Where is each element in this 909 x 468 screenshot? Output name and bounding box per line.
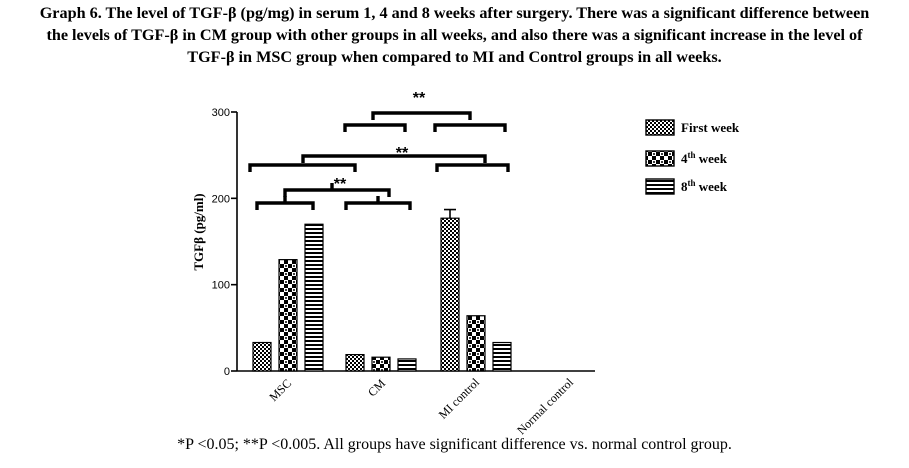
bar-mi-control-series-2 xyxy=(466,315,486,372)
caption-line-1: Graph 6. The level of TGF-β (pg/mg) in s… xyxy=(39,4,870,22)
significance-label: ** xyxy=(396,145,409,162)
caption-line-3: TGF-β in MSC group when compared to MI a… xyxy=(187,48,722,66)
x-tick-label: Normal control xyxy=(514,375,576,437)
legend-label: 4th week xyxy=(681,150,728,166)
bar-msc-series-1 xyxy=(252,341,272,372)
significance-bracket xyxy=(301,154,487,163)
y-tick-label: 200 xyxy=(212,193,230,205)
legend: First week 4th week 8th week xyxy=(645,119,740,195)
x-tick-label: MI control xyxy=(436,375,483,422)
caption-line-2: the levels of TGF-β in CM group with oth… xyxy=(46,26,863,44)
bar-cm-series-1 xyxy=(345,353,365,372)
bar-msc-series-3 xyxy=(304,223,324,372)
x-tick-label: CM xyxy=(365,376,388,399)
significance-bracket xyxy=(344,201,412,210)
legend-swatch xyxy=(645,178,675,195)
significance-bracket xyxy=(371,111,472,120)
significance-bracket xyxy=(283,188,391,197)
significance-bracket xyxy=(435,163,510,172)
legend-swatch xyxy=(645,150,675,167)
significance-label: ** xyxy=(334,176,347,193)
significance-bracket xyxy=(433,123,507,132)
y-tick-label: 300 xyxy=(212,107,230,119)
y-tick-label: 0 xyxy=(224,366,230,378)
bar-cm-series-3 xyxy=(397,358,417,372)
figure-caption: Graph 6. The level of TGF-β (pg/mg) in s… xyxy=(0,2,909,68)
footnote: *P <0.05; **P <0.005. All groups have si… xyxy=(0,436,909,454)
y-axis-label: TGFβ (pg/ml) xyxy=(191,193,206,270)
significance-bracket xyxy=(343,123,407,132)
significance-bracket xyxy=(248,163,357,172)
footnote-text: *P <0.05; **P <0.005. All groups have si… xyxy=(177,436,732,453)
bar-mi-control-series-1 xyxy=(440,217,460,372)
legend-label: 8th week xyxy=(681,178,728,194)
legend-swatch xyxy=(645,119,675,136)
significance-bracket xyxy=(255,201,315,210)
y-tick-label: 100 xyxy=(212,280,230,292)
bar-mi-control-series-3 xyxy=(492,341,512,372)
significance-brackets: ** ** ** xyxy=(248,90,510,210)
x-tick-label: MSC xyxy=(266,376,294,404)
legend-label: First week xyxy=(681,120,740,135)
significance-label: ** xyxy=(413,90,426,107)
bar-cm-series-2 xyxy=(371,356,391,372)
bar-msc-series-2 xyxy=(278,259,298,372)
